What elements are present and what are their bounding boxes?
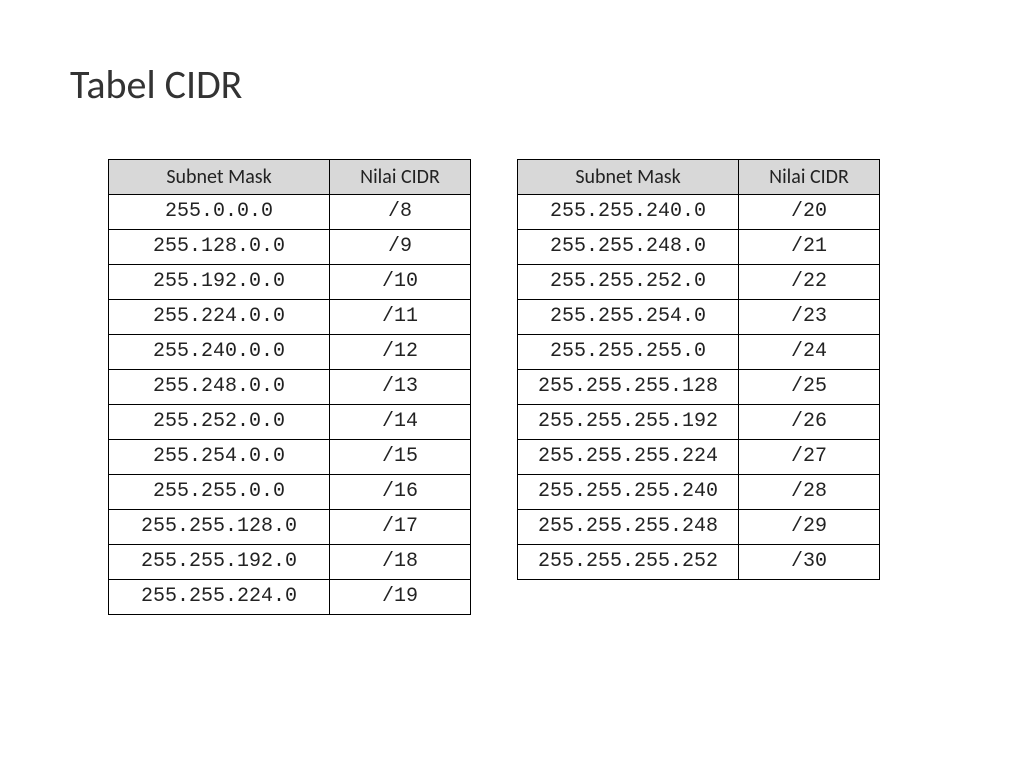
cell-mask: 255.240.0.0 <box>109 335 330 370</box>
table-row: 255.255.254.0/23 <box>518 300 880 335</box>
table-row: 255.255.255.192/26 <box>518 405 880 440</box>
cell-mask: 255.255.224.0 <box>109 580 330 615</box>
cell-cidr: /12 <box>330 335 471 370</box>
cell-mask: 255.255.255.248 <box>518 510 739 545</box>
table-row: 255.224.0.0/11 <box>109 300 471 335</box>
table-row: 255.248.0.0/13 <box>109 370 471 405</box>
cell-cidr: /25 <box>739 370 880 405</box>
cell-mask: 255.255.255.0 <box>518 335 739 370</box>
cell-mask: 255.254.0.0 <box>109 440 330 475</box>
cell-cidr: /13 <box>330 370 471 405</box>
cell-cidr: /21 <box>739 230 880 265</box>
col-header-cidr: Nilai CIDR <box>330 160 471 195</box>
cell-mask: 255.255.248.0 <box>518 230 739 265</box>
cell-mask: 255.255.192.0 <box>109 545 330 580</box>
table-row: 255.255.128.0/17 <box>109 510 471 545</box>
cell-cidr: /19 <box>330 580 471 615</box>
cell-mask: 255.192.0.0 <box>109 265 330 300</box>
table-row: 255.128.0.0/9 <box>109 230 471 265</box>
page-title: Tabel CIDR <box>70 60 954 109</box>
table-header-row: Subnet Mask Nilai CIDR <box>109 160 471 195</box>
table-row: 255.192.0.0/10 <box>109 265 471 300</box>
cell-cidr: /22 <box>739 265 880 300</box>
table-row: 255.255.240.0/20 <box>518 195 880 230</box>
cell-cidr: /9 <box>330 230 471 265</box>
cell-mask: 255.255.252.0 <box>518 265 739 300</box>
table-row: 255.255.255.0/24 <box>518 335 880 370</box>
table-row: 255.255.255.224/27 <box>518 440 880 475</box>
cell-mask: 255.0.0.0 <box>109 195 330 230</box>
slide: Tabel CIDR Subnet Mask Nilai CIDR 255.0.… <box>0 0 1024 768</box>
cell-cidr: /23 <box>739 300 880 335</box>
cell-cidr: /28 <box>739 475 880 510</box>
cell-cidr: /14 <box>330 405 471 440</box>
table-row: 255.254.0.0/15 <box>109 440 471 475</box>
cell-mask: 255.248.0.0 <box>109 370 330 405</box>
table-row: 255.255.255.128/25 <box>518 370 880 405</box>
cell-cidr: /20 <box>739 195 880 230</box>
cell-cidr: /18 <box>330 545 471 580</box>
cell-mask: 255.255.128.0 <box>109 510 330 545</box>
cell-mask: 255.255.255.252 <box>518 545 739 580</box>
table-row: 255.240.0.0/12 <box>109 335 471 370</box>
cell-cidr: /16 <box>330 475 471 510</box>
cell-mask: 255.255.0.0 <box>109 475 330 510</box>
cell-cidr: /11 <box>330 300 471 335</box>
cell-cidr: /30 <box>739 545 880 580</box>
tables-container: Subnet Mask Nilai CIDR 255.0.0.0/8 255.1… <box>70 159 954 615</box>
col-header-subnet: Subnet Mask <box>518 160 739 195</box>
cell-mask: 255.255.255.192 <box>518 405 739 440</box>
cidr-table-right: Subnet Mask Nilai CIDR 255.255.240.0/20 … <box>517 159 880 580</box>
table-row: 255.255.0.0/16 <box>109 475 471 510</box>
cidr-table-left: Subnet Mask Nilai CIDR 255.0.0.0/8 255.1… <box>108 159 471 615</box>
cell-mask: 255.255.255.224 <box>518 440 739 475</box>
cell-cidr: /10 <box>330 265 471 300</box>
cell-mask: 255.128.0.0 <box>109 230 330 265</box>
cell-cidr: /17 <box>330 510 471 545</box>
cell-cidr: /8 <box>330 195 471 230</box>
table-row: 255.255.224.0/19 <box>109 580 471 615</box>
table-row: 255.252.0.0/14 <box>109 405 471 440</box>
table-row: 255.0.0.0/8 <box>109 195 471 230</box>
table-row: 255.255.252.0/22 <box>518 265 880 300</box>
cell-mask: 255.255.254.0 <box>518 300 739 335</box>
table-header-row: Subnet Mask Nilai CIDR <box>518 160 880 195</box>
cell-cidr: /15 <box>330 440 471 475</box>
col-header-subnet: Subnet Mask <box>109 160 330 195</box>
cell-cidr: /26 <box>739 405 880 440</box>
table-row: 255.255.248.0/21 <box>518 230 880 265</box>
cell-mask: 255.255.240.0 <box>518 195 739 230</box>
cell-cidr: /24 <box>739 335 880 370</box>
table-row: 255.255.255.240/28 <box>518 475 880 510</box>
table-row: 255.255.255.252/30 <box>518 545 880 580</box>
col-header-cidr: Nilai CIDR <box>739 160 880 195</box>
cell-mask: 255.255.255.128 <box>518 370 739 405</box>
cell-mask: 255.224.0.0 <box>109 300 330 335</box>
cell-cidr: /27 <box>739 440 880 475</box>
table-row: 255.255.255.248/29 <box>518 510 880 545</box>
cell-cidr: /29 <box>739 510 880 545</box>
table-row: 255.255.192.0/18 <box>109 545 471 580</box>
cell-mask: 255.255.255.240 <box>518 475 739 510</box>
cell-mask: 255.252.0.0 <box>109 405 330 440</box>
